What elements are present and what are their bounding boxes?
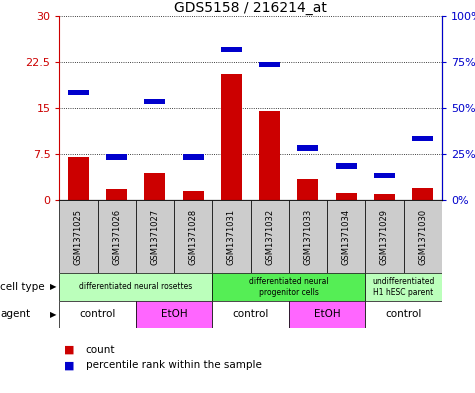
Bar xyxy=(259,62,280,68)
Bar xyxy=(183,154,204,160)
Bar xyxy=(374,194,395,200)
Text: EtOH: EtOH xyxy=(161,309,188,320)
Bar xyxy=(68,90,89,95)
Text: count: count xyxy=(86,345,115,355)
Text: agent: agent xyxy=(0,309,30,320)
Text: ▶: ▶ xyxy=(50,310,57,319)
Bar xyxy=(183,191,204,200)
Bar xyxy=(412,188,433,200)
Bar xyxy=(59,200,98,273)
Bar xyxy=(221,74,242,200)
Bar xyxy=(136,200,174,273)
Bar xyxy=(251,200,289,273)
Text: GSM1371028: GSM1371028 xyxy=(189,209,198,265)
Text: GSM1371030: GSM1371030 xyxy=(418,209,427,265)
Bar xyxy=(403,200,442,273)
Text: undifferentiated
H1 hESC parent: undifferentiated H1 hESC parent xyxy=(372,277,435,297)
Text: cell type: cell type xyxy=(0,282,45,292)
Text: GSM1371027: GSM1371027 xyxy=(151,209,160,265)
Text: GSM1371025: GSM1371025 xyxy=(74,209,83,265)
Text: differentiated neural
progenitor cells: differentiated neural progenitor cells xyxy=(249,277,329,297)
Bar xyxy=(212,200,251,273)
Bar xyxy=(106,154,127,160)
Bar xyxy=(59,301,136,328)
Text: ■: ■ xyxy=(64,360,75,371)
Text: GSM1371029: GSM1371029 xyxy=(380,209,389,265)
Bar xyxy=(365,301,442,328)
Bar xyxy=(374,173,395,178)
Text: differentiated neural rosettes: differentiated neural rosettes xyxy=(79,283,192,291)
Bar xyxy=(365,200,403,273)
Bar xyxy=(336,163,357,169)
Text: GSM1371033: GSM1371033 xyxy=(304,209,313,265)
Text: control: control xyxy=(79,309,116,320)
Title: GDS5158 / 216214_at: GDS5158 / 216214_at xyxy=(174,1,327,15)
Bar xyxy=(336,193,357,200)
Text: GSM1371031: GSM1371031 xyxy=(227,209,236,265)
Bar xyxy=(259,111,280,200)
Bar xyxy=(136,301,212,328)
Text: control: control xyxy=(385,309,422,320)
Text: GSM1371026: GSM1371026 xyxy=(112,209,121,265)
Bar xyxy=(327,200,365,273)
Bar xyxy=(144,99,165,105)
Bar xyxy=(144,173,165,200)
Bar xyxy=(59,273,212,301)
Text: GSM1371034: GSM1371034 xyxy=(342,209,351,265)
Bar xyxy=(174,200,212,273)
Bar xyxy=(212,273,365,301)
Bar xyxy=(289,200,327,273)
Text: GSM1371032: GSM1371032 xyxy=(265,209,274,265)
Text: ▶: ▶ xyxy=(50,283,57,291)
Bar xyxy=(221,46,242,52)
Bar xyxy=(297,179,318,200)
Bar xyxy=(289,301,365,328)
Bar xyxy=(212,301,289,328)
Bar xyxy=(297,145,318,151)
Text: percentile rank within the sample: percentile rank within the sample xyxy=(86,360,261,371)
Bar xyxy=(412,136,433,141)
Bar xyxy=(68,157,89,200)
Bar xyxy=(98,200,136,273)
Text: ■: ■ xyxy=(64,345,75,355)
Text: EtOH: EtOH xyxy=(314,309,341,320)
Bar xyxy=(365,273,442,301)
Bar xyxy=(106,189,127,200)
Text: control: control xyxy=(232,309,269,320)
